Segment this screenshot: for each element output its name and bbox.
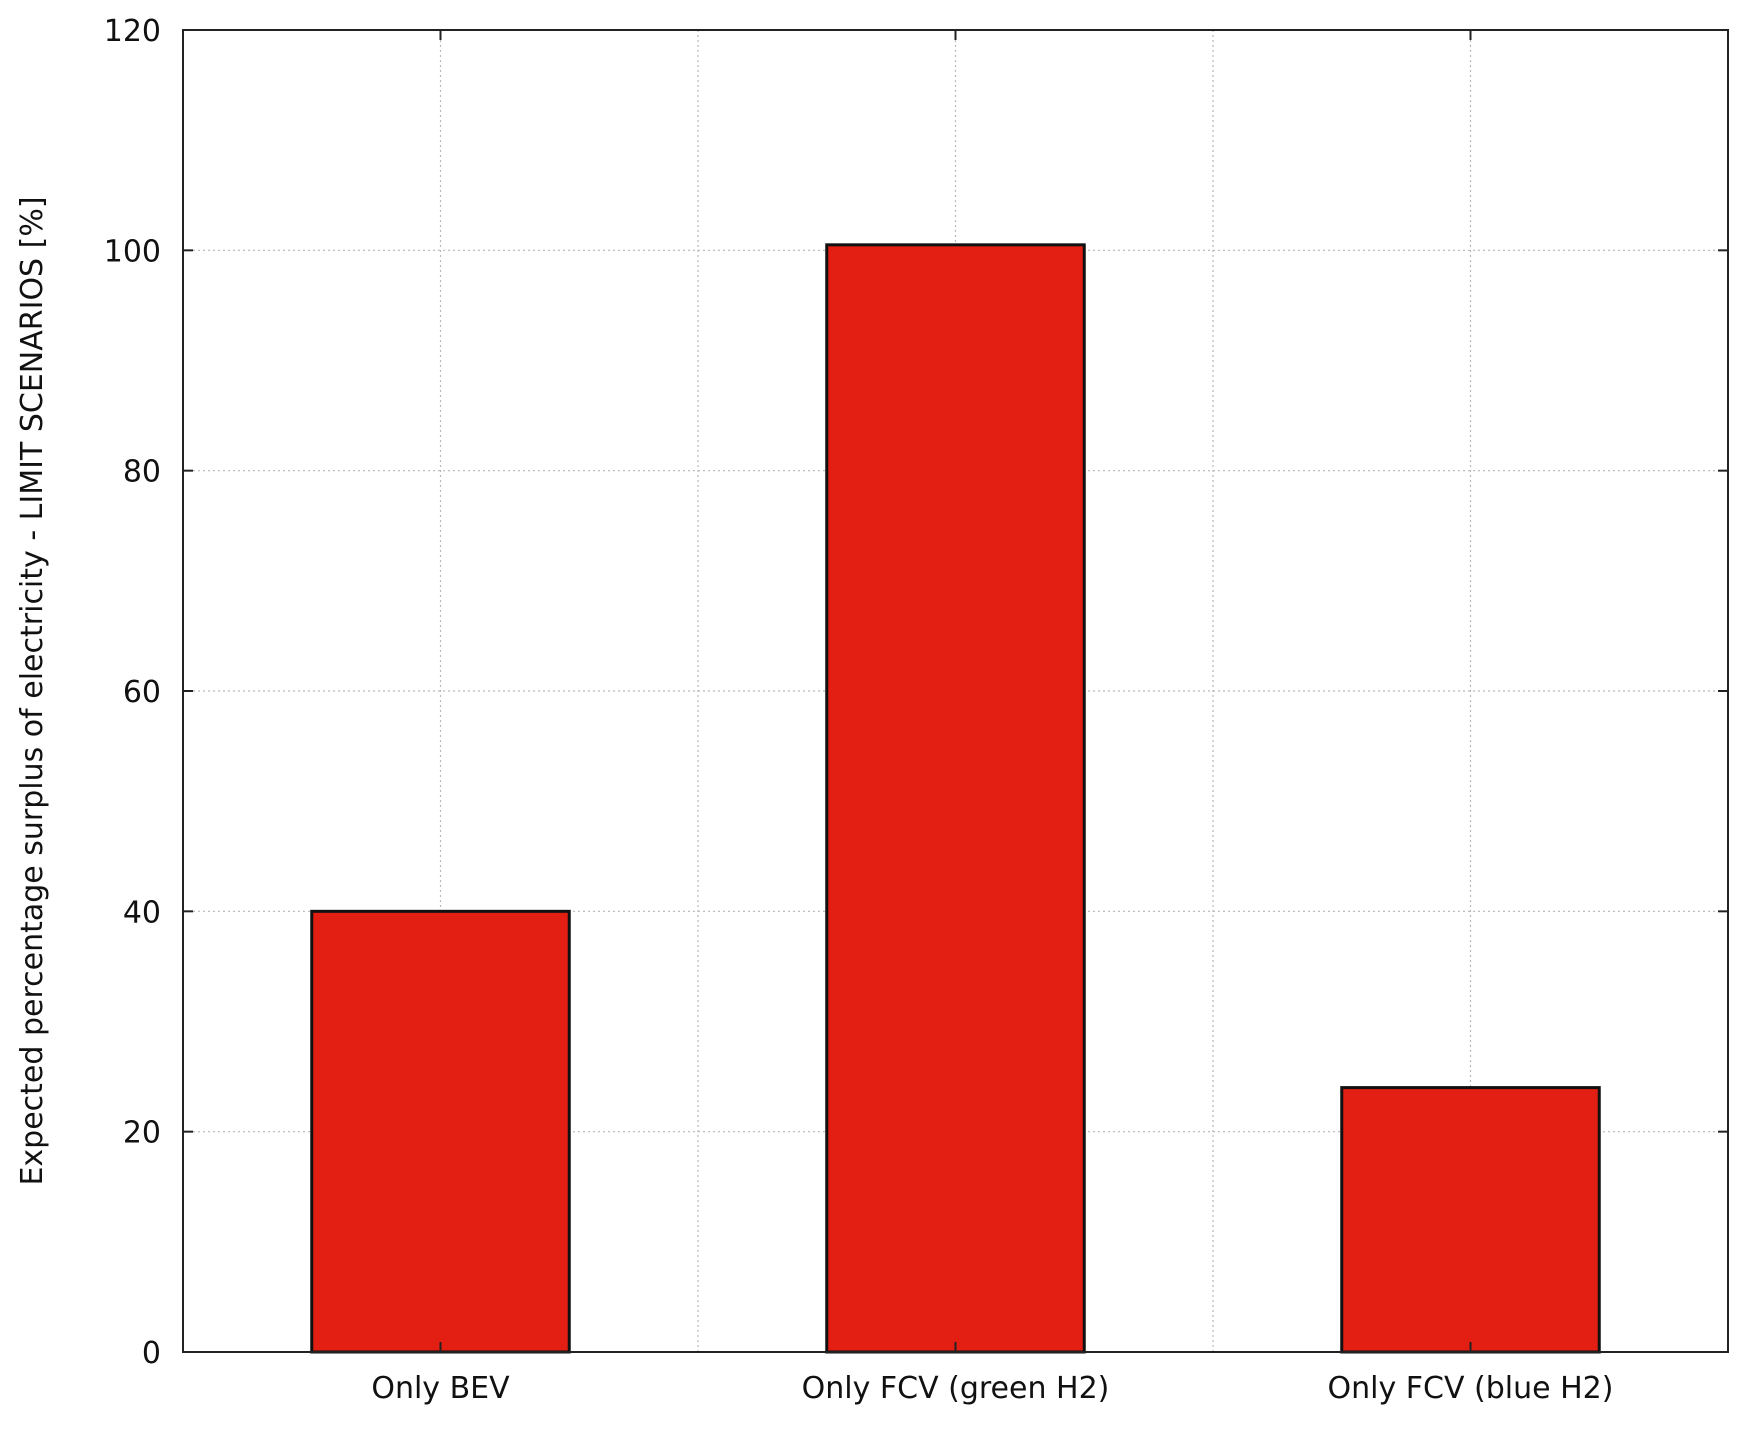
bar-only-fcv-blue-h2	[1340, 1086, 1601, 1354]
y-axis-label: Expected percentage surplus of electrici…	[15, 196, 50, 1185]
y-tick-label: 100	[104, 234, 161, 269]
x-tick-label: Only FCV (green H2)	[802, 1371, 1110, 1406]
bars-layer	[310, 243, 1601, 1354]
y-tick-label: 120	[104, 14, 161, 49]
x-tick-labels: Only BEV Only FCV (green H2) Only FCV (blu…	[371, 1371, 1613, 1406]
y-tick-label: 80	[123, 455, 161, 490]
y-tick-labels: 0 20 40 60 80 100 120	[104, 14, 161, 1371]
bar-only-bev	[310, 909, 571, 1354]
y-tick-label: 60	[123, 675, 161, 710]
y-tick-label: 0	[142, 1336, 161, 1371]
x-tick-label: Only FCV (blue H2)	[1328, 1371, 1614, 1406]
y-tick-label: 20	[123, 1116, 161, 1151]
bar-only-fcv-green-h2	[825, 243, 1086, 1354]
y-tick-label: 40	[123, 895, 161, 930]
ticks-layer	[183, 29, 1728, 1353]
x-tick-label: Only BEV	[371, 1371, 510, 1406]
